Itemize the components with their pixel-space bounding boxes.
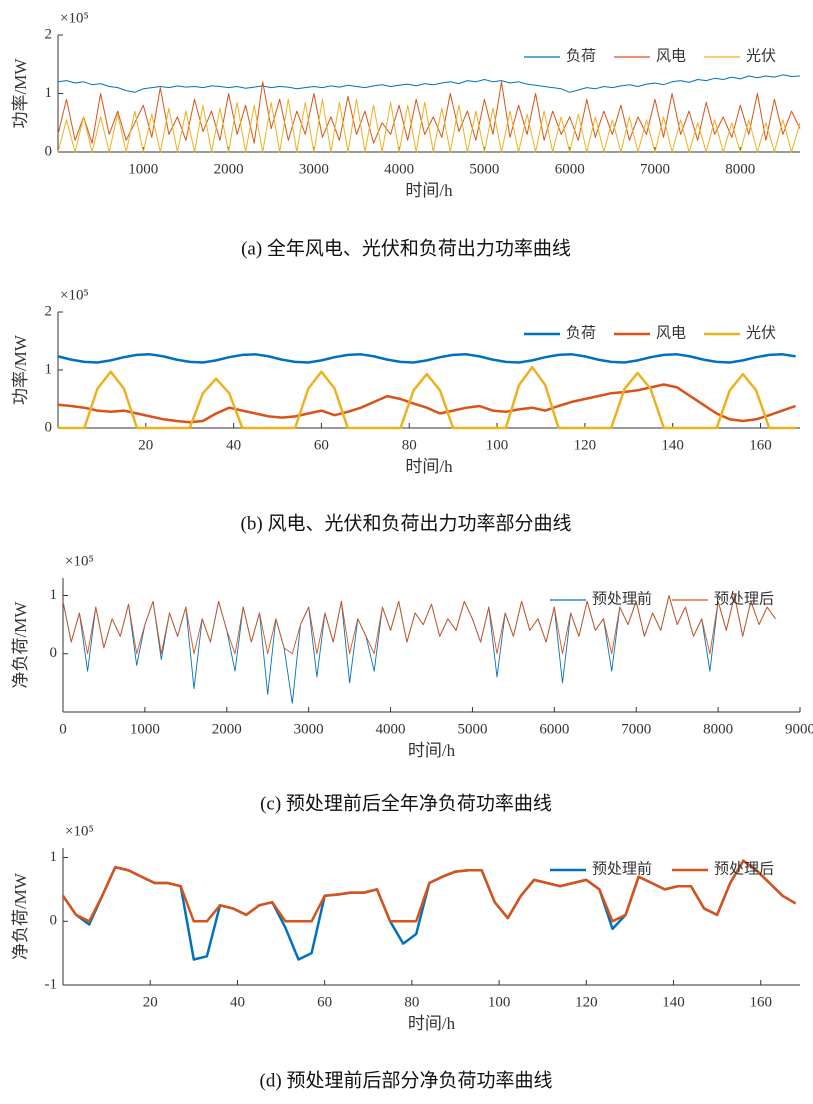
y-axis-label: 功率/MW bbox=[11, 334, 30, 405]
x-tick-label: 7000 bbox=[621, 721, 651, 737]
x-tick-label: 20 bbox=[143, 994, 158, 1010]
y-exponent: ×10⁵ bbox=[60, 10, 89, 26]
y-tick-label: 1 bbox=[50, 849, 58, 865]
legend-label: 负荷 bbox=[566, 47, 596, 64]
series-line bbox=[58, 365, 796, 430]
x-tick-label: 60 bbox=[317, 994, 332, 1010]
legend-label: 预处理前 bbox=[592, 860, 652, 877]
caption: (b) 风电、光伏和负荷出力功率部分曲线 bbox=[241, 512, 572, 534]
y-tick-label: 0 bbox=[50, 913, 58, 929]
x-tick-label: 40 bbox=[226, 437, 241, 453]
x-tick-label: 140 bbox=[662, 994, 685, 1010]
x-tick-label: 4000 bbox=[376, 721, 406, 737]
legend-label: 风电 bbox=[656, 47, 686, 64]
plot: 0 1 2 1000 2000 3000 4000 5000 6000 7000 8000 ×10⁵ 时… bbox=[11, 10, 801, 200]
legend-label: 负荷 bbox=[566, 324, 596, 341]
y-exponent: ×10⁵ bbox=[65, 553, 94, 569]
x-tick-label: 60 bbox=[314, 437, 329, 453]
legend-label: 风电 bbox=[656, 324, 686, 341]
y-tick-label: 1 bbox=[45, 85, 53, 101]
x-tick-label: 4000 bbox=[384, 161, 414, 177]
series-line bbox=[57, 383, 797, 424]
plot: 0 1 0 1000 2000 3000 4000 5000 6000 7000 8000 9000 ×… bbox=[11, 553, 813, 759]
y-tick-label: 1 bbox=[50, 587, 58, 603]
y-tick-label: 0 bbox=[50, 645, 58, 661]
y-exponent: ×10⁵ bbox=[65, 823, 94, 839]
legend-label: 预处理后 bbox=[714, 590, 774, 607]
x-tick-label: 2000 bbox=[214, 161, 244, 177]
x-tick-label: 1000 bbox=[128, 161, 158, 177]
x-tick-label: 3000 bbox=[299, 161, 329, 177]
legend-label: 光伏 bbox=[746, 324, 776, 341]
x-tick-label: 100 bbox=[488, 994, 511, 1010]
x-tick-label: 0 bbox=[59, 721, 67, 737]
series-line bbox=[57, 74, 801, 93]
x-tick-label: 9000 bbox=[785, 721, 813, 737]
x-tick-label: 2000 bbox=[212, 721, 242, 737]
x-tick-label: 6000 bbox=[555, 161, 585, 177]
x-axis-label: 时间/h bbox=[405, 181, 453, 200]
y-axis-label: 功率/MW bbox=[11, 58, 30, 129]
caption: (d) 预处理前后部分净负荷功率曲线 bbox=[260, 1069, 553, 1091]
y-tick-label: 2 bbox=[45, 303, 53, 319]
y-axis-label: 净负荷/MW bbox=[11, 872, 30, 960]
series-line bbox=[62, 595, 776, 704]
y-axis-label: 净负荷/MW bbox=[11, 601, 30, 689]
x-tick-label: 100 bbox=[486, 437, 509, 453]
y-tick-label: -1 bbox=[45, 976, 58, 992]
x-tick-label: 80 bbox=[402, 437, 417, 453]
caption: (a) 全年风电、光伏和负荷出力功率曲线 bbox=[241, 237, 571, 259]
x-tick-label: 160 bbox=[749, 437, 772, 453]
x-tick-label: 5000 bbox=[469, 161, 499, 177]
x-axis-label: 时间/h bbox=[408, 1014, 456, 1033]
plot: 0 1 2 20 40 60 80 100 120 140 160 ×10⁵ 时间/h 功率/MW 负荷 风电… bbox=[11, 287, 800, 476]
x-tick-label: 6000 bbox=[539, 721, 569, 737]
x-axis-label: 时间/h bbox=[408, 741, 456, 760]
series-line bbox=[61, 859, 797, 923]
legend-label: 光伏 bbox=[746, 47, 776, 64]
legend-label: 预处理前 bbox=[592, 590, 652, 607]
x-tick-label: 3000 bbox=[294, 721, 324, 737]
x-tick-label: 140 bbox=[661, 437, 684, 453]
y-tick-label: 0 bbox=[45, 419, 53, 435]
x-tick-label: 160 bbox=[750, 994, 773, 1010]
series-line bbox=[57, 353, 796, 364]
legend-label: 预处理后 bbox=[714, 860, 774, 877]
series-line bbox=[57, 98, 801, 153]
y-tick-label: 2 bbox=[45, 26, 53, 42]
x-tick-label: 8000 bbox=[703, 721, 733, 737]
x-tick-label: 40 bbox=[230, 994, 245, 1010]
x-tick-label: 80 bbox=[404, 994, 419, 1010]
series-line bbox=[61, 859, 797, 961]
y-exponent: ×10⁵ bbox=[60, 287, 89, 303]
x-tick-label: 7000 bbox=[640, 161, 670, 177]
x-axis-label: 时间/h bbox=[405, 457, 453, 476]
x-tick-label: 8000 bbox=[725, 161, 755, 177]
x-tick-label: 120 bbox=[575, 994, 598, 1010]
y-tick-label: 1 bbox=[45, 361, 53, 377]
x-tick-label: 5000 bbox=[457, 721, 487, 737]
y-tick-label: 0 bbox=[45, 143, 53, 159]
x-tick-label: 20 bbox=[138, 437, 153, 453]
x-tick-label: 1000 bbox=[130, 721, 160, 737]
caption: (c) 预处理前后全年净负荷功率曲线 bbox=[260, 792, 552, 814]
x-tick-label: 120 bbox=[574, 437, 597, 453]
series-line bbox=[62, 595, 776, 655]
